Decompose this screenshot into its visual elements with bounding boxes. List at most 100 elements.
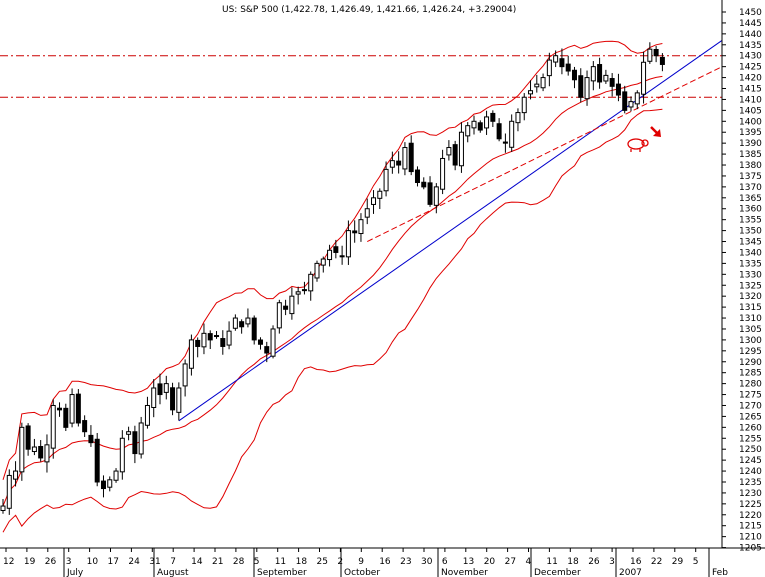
x-day-label: 12 bbox=[3, 557, 14, 567]
candle bbox=[571, 66, 577, 89]
candle-body bbox=[301, 289, 307, 292]
candle-body bbox=[44, 444, 50, 463]
candle bbox=[540, 73, 546, 92]
candle-body bbox=[38, 445, 44, 459]
candle bbox=[634, 90, 640, 110]
y-tick-label: 1370 bbox=[739, 183, 762, 193]
candle-body bbox=[50, 404, 56, 449]
candle-body bbox=[6, 474, 12, 509]
y-tick-label: 1400 bbox=[739, 117, 762, 127]
y-tick-label: 1450 bbox=[739, 8, 762, 18]
candle bbox=[389, 151, 395, 174]
y-tick-label: 1210 bbox=[739, 533, 762, 543]
candle-body bbox=[496, 123, 502, 140]
y-tick-label: 1240 bbox=[739, 467, 762, 477]
candle-body bbox=[553, 55, 559, 63]
candle-body bbox=[571, 69, 577, 81]
candle-body bbox=[546, 59, 552, 77]
candle-body bbox=[389, 160, 395, 168]
candle-body bbox=[207, 333, 213, 341]
y-tick-label: 1245 bbox=[739, 456, 762, 466]
y-tick-label: 1375 bbox=[739, 172, 762, 182]
candle-body bbox=[371, 197, 377, 205]
candle-body bbox=[257, 339, 263, 345]
candle-body bbox=[107, 479, 113, 488]
y-tick-label: 1295 bbox=[739, 347, 762, 357]
candle-body bbox=[151, 387, 157, 408]
candle-body bbox=[402, 147, 408, 170]
y-tick-label: 1410 bbox=[739, 95, 762, 105]
candle-body bbox=[57, 407, 63, 411]
x-day-label: 18 bbox=[296, 557, 308, 567]
lower-bollinger-band bbox=[2, 108, 663, 533]
x-day-label: 5 bbox=[254, 557, 260, 567]
candle bbox=[295, 286, 301, 305]
candle-body bbox=[214, 335, 220, 338]
candle-body bbox=[63, 407, 69, 428]
candle-body bbox=[195, 339, 201, 347]
candle-body bbox=[0, 505, 6, 511]
candle bbox=[565, 55, 571, 76]
candle bbox=[31, 438, 37, 456]
x-day-label: 3 bbox=[609, 557, 615, 567]
candle bbox=[107, 476, 113, 492]
y-tick-label: 1430 bbox=[739, 52, 762, 62]
upper-bollinger-band bbox=[2, 40, 663, 480]
candle bbox=[207, 330, 213, 350]
candle bbox=[578, 68, 584, 103]
candle-body bbox=[327, 249, 333, 261]
candle-body bbox=[477, 122, 483, 131]
y-tick-label: 1300 bbox=[739, 336, 762, 346]
candle bbox=[220, 330, 226, 355]
x-day-label: 2 bbox=[337, 557, 343, 567]
candle-body bbox=[634, 92, 640, 105]
candle bbox=[440, 149, 446, 195]
candle bbox=[452, 140, 458, 171]
candle bbox=[100, 475, 106, 498]
candle-body bbox=[578, 75, 584, 98]
bollinger-bands bbox=[2, 40, 663, 533]
candle bbox=[502, 133, 508, 153]
candle bbox=[628, 96, 634, 112]
candle-body bbox=[295, 291, 301, 295]
candle-body bbox=[31, 446, 37, 453]
candle-body bbox=[176, 387, 182, 413]
candle bbox=[371, 190, 377, 214]
candle-body bbox=[25, 425, 31, 450]
y-tick-label: 1275 bbox=[739, 391, 762, 401]
candle bbox=[144, 396, 150, 429]
candle bbox=[320, 256, 326, 273]
candle-body bbox=[396, 160, 402, 166]
x-day-label: 21 bbox=[212, 557, 223, 567]
candle-body bbox=[641, 61, 647, 95]
candle-body bbox=[433, 186, 439, 206]
y-tick-label: 1385 bbox=[739, 150, 762, 160]
y-tick-label: 1425 bbox=[739, 63, 762, 73]
candle bbox=[182, 359, 188, 397]
candle bbox=[232, 314, 238, 331]
candle bbox=[88, 425, 94, 447]
candle-body bbox=[13, 470, 19, 480]
x-day-label: 19 bbox=[24, 557, 36, 567]
y-tick-label: 1280 bbox=[739, 380, 762, 390]
y-tick-label: 1220 bbox=[739, 511, 762, 521]
candle-body bbox=[232, 317, 238, 329]
candle bbox=[597, 57, 603, 89]
candle bbox=[270, 325, 276, 359]
candle-body bbox=[421, 181, 427, 188]
x-day-label: 17 bbox=[108, 557, 119, 567]
candle-body bbox=[276, 302, 282, 329]
candle bbox=[383, 161, 389, 197]
candle-body bbox=[408, 142, 414, 173]
x-day-label: 5 bbox=[693, 557, 699, 567]
candle-body bbox=[364, 208, 370, 218]
y-tick-label: 1265 bbox=[739, 412, 762, 422]
y-tick-label: 1365 bbox=[739, 194, 762, 204]
candle-body bbox=[100, 480, 106, 490]
candle bbox=[239, 319, 245, 334]
y-tick-label: 1420 bbox=[739, 74, 762, 84]
y-tick-label: 1320 bbox=[739, 292, 762, 302]
candle bbox=[615, 73, 621, 102]
y-tick-label: 1360 bbox=[739, 205, 762, 215]
